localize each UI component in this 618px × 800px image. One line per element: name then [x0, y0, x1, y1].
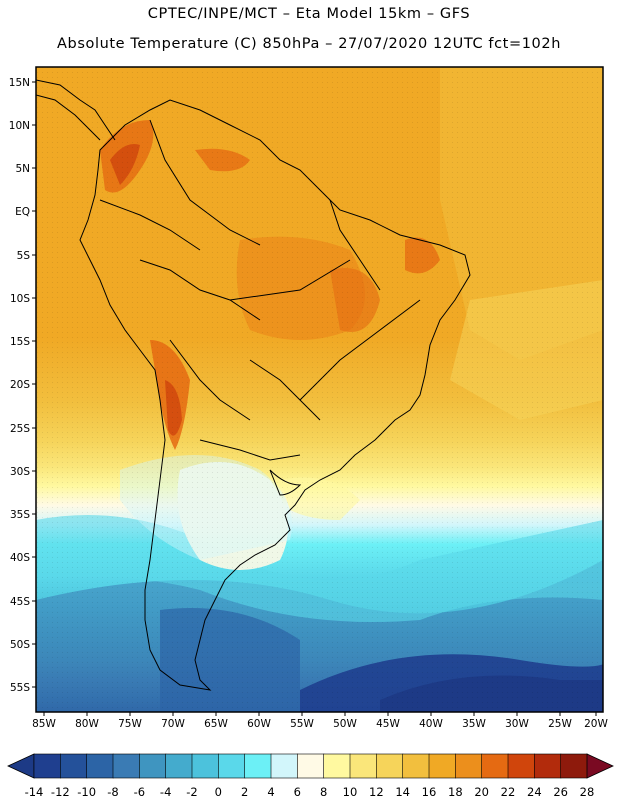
colorbar-swatch: [33, 753, 61, 779]
colorbar-swatch: [455, 753, 483, 779]
lat-label: 15N: [9, 77, 30, 89]
lon-label: 65W: [204, 718, 228, 730]
colorbar-swatch: [481, 753, 509, 779]
colorbar-label: 16: [422, 785, 437, 799]
colorbar-label: 22: [501, 785, 516, 799]
lat-label: 15S: [10, 336, 30, 348]
colorbar-label: 18: [448, 785, 463, 799]
colorbar-swatch: [560, 753, 588, 779]
lat-label: 55S: [10, 682, 30, 694]
colorbar-label: -2: [186, 785, 197, 799]
colorbar-label: -6: [134, 785, 145, 799]
colorbar-swatches: [33, 753, 588, 779]
lat-label: 5N: [15, 163, 30, 175]
colorbar-label: 12: [369, 785, 384, 799]
colorbar-swatch: [244, 753, 272, 779]
colorbar-label: 8: [320, 785, 327, 799]
colorbar-swatch: [191, 753, 219, 779]
colorbar-swatch: [349, 753, 377, 779]
colorbar-label: 0: [215, 785, 222, 799]
colorbar-over-arrow: [586, 753, 614, 779]
temperature-field: [36, 67, 603, 712]
lon-label: 30W: [505, 718, 529, 730]
colorbar-swatch: [112, 753, 140, 779]
colorbar-label: 6: [294, 785, 301, 799]
colorbar-label: 10: [343, 785, 358, 799]
lat-label: 50S: [10, 639, 30, 651]
colorbar-swatch: [60, 753, 88, 779]
colorbar-swatch: [402, 753, 430, 779]
colorbar-swatch: [86, 753, 114, 779]
lon-label: 70W: [161, 718, 185, 730]
colorbar-swatch: [270, 753, 298, 779]
colorbar-label: 14: [395, 785, 410, 799]
colorbar-label: -4: [160, 785, 171, 799]
colorbar-labels: -14 -12 -10 -8 -6 -4 -2 0 2 4 6 8 10 12 14 16 18 20 22 24 26…: [25, 785, 595, 799]
lon-label: 20W: [584, 718, 608, 730]
colorbar-swatch: [165, 753, 193, 779]
coastline-outline: [36, 79, 471, 691]
colorbar: -14 -12 -10 -8 -6 -4 -2 0 2 4 6 8 10 12 14 16 18 20 22 24 26…: [7, 753, 614, 799]
colorbar-under-arrow: [7, 753, 35, 779]
colorbar-swatch: [139, 753, 167, 779]
colorbar-label: 20: [474, 785, 489, 799]
lat-label: 25S: [10, 423, 30, 435]
lat-label: 5S: [17, 250, 31, 262]
colorbar-swatch: [507, 753, 535, 779]
colorbar-label: 4: [267, 785, 274, 799]
colorbar-label: 28: [580, 785, 595, 799]
colorbar-label: 2: [241, 785, 248, 799]
chart-title-line2: Absolute Temperature (C) 850hPa – 27/07/…: [57, 36, 561, 52]
lat-label: 45S: [10, 596, 30, 608]
lon-label: 55W: [290, 718, 314, 730]
map-frame: [35, 66, 604, 713]
colorbar-label: -8: [107, 785, 118, 799]
lat-label: 10N: [9, 120, 30, 132]
lon-label: 85W: [32, 718, 56, 730]
lon-label: 40W: [419, 718, 443, 730]
colorbar-swatch: [428, 753, 456, 779]
lat-label: 30S: [10, 466, 30, 478]
lat-label: 10S: [10, 293, 30, 305]
lon-label: 25W: [548, 718, 572, 730]
colorbar-swatch: [297, 753, 325, 779]
colorbar-swatch: [218, 753, 246, 779]
lat-label: 35S: [10, 509, 30, 521]
colorbar-label: -10: [77, 785, 96, 799]
lon-label: 35W: [462, 718, 486, 730]
colorbar-swatch: [376, 753, 404, 779]
colorbar-label: 24: [527, 785, 542, 799]
lat-label: EQ: [15, 206, 30, 218]
colorbar-label: -12: [51, 785, 70, 799]
lon-label: 80W: [75, 718, 99, 730]
lon-label: 75W: [118, 718, 142, 730]
chart-title-line1: CPTEC/INPE/MCT – Eta Model 15km – GFS: [147, 6, 471, 22]
longitude-axis: 85W 80W 75W 70W 65W 60W 55W 50W 45W 40W …: [32, 712, 608, 730]
colorbar-label: 26: [553, 785, 568, 799]
colorbar-swatch: [323, 753, 351, 779]
colorbar-label: -14: [25, 785, 44, 799]
latitude-axis: 15N 10N 5N EQ 5S 10S 15S 20S 25S 30S 35S…: [9, 77, 36, 694]
lon-label: 50W: [333, 718, 357, 730]
lat-label: 40S: [10, 552, 30, 564]
lon-label: 60W: [247, 718, 271, 730]
lon-label: 45W: [376, 718, 400, 730]
lat-label: 20S: [10, 379, 30, 391]
colorbar-swatch: [534, 753, 562, 779]
